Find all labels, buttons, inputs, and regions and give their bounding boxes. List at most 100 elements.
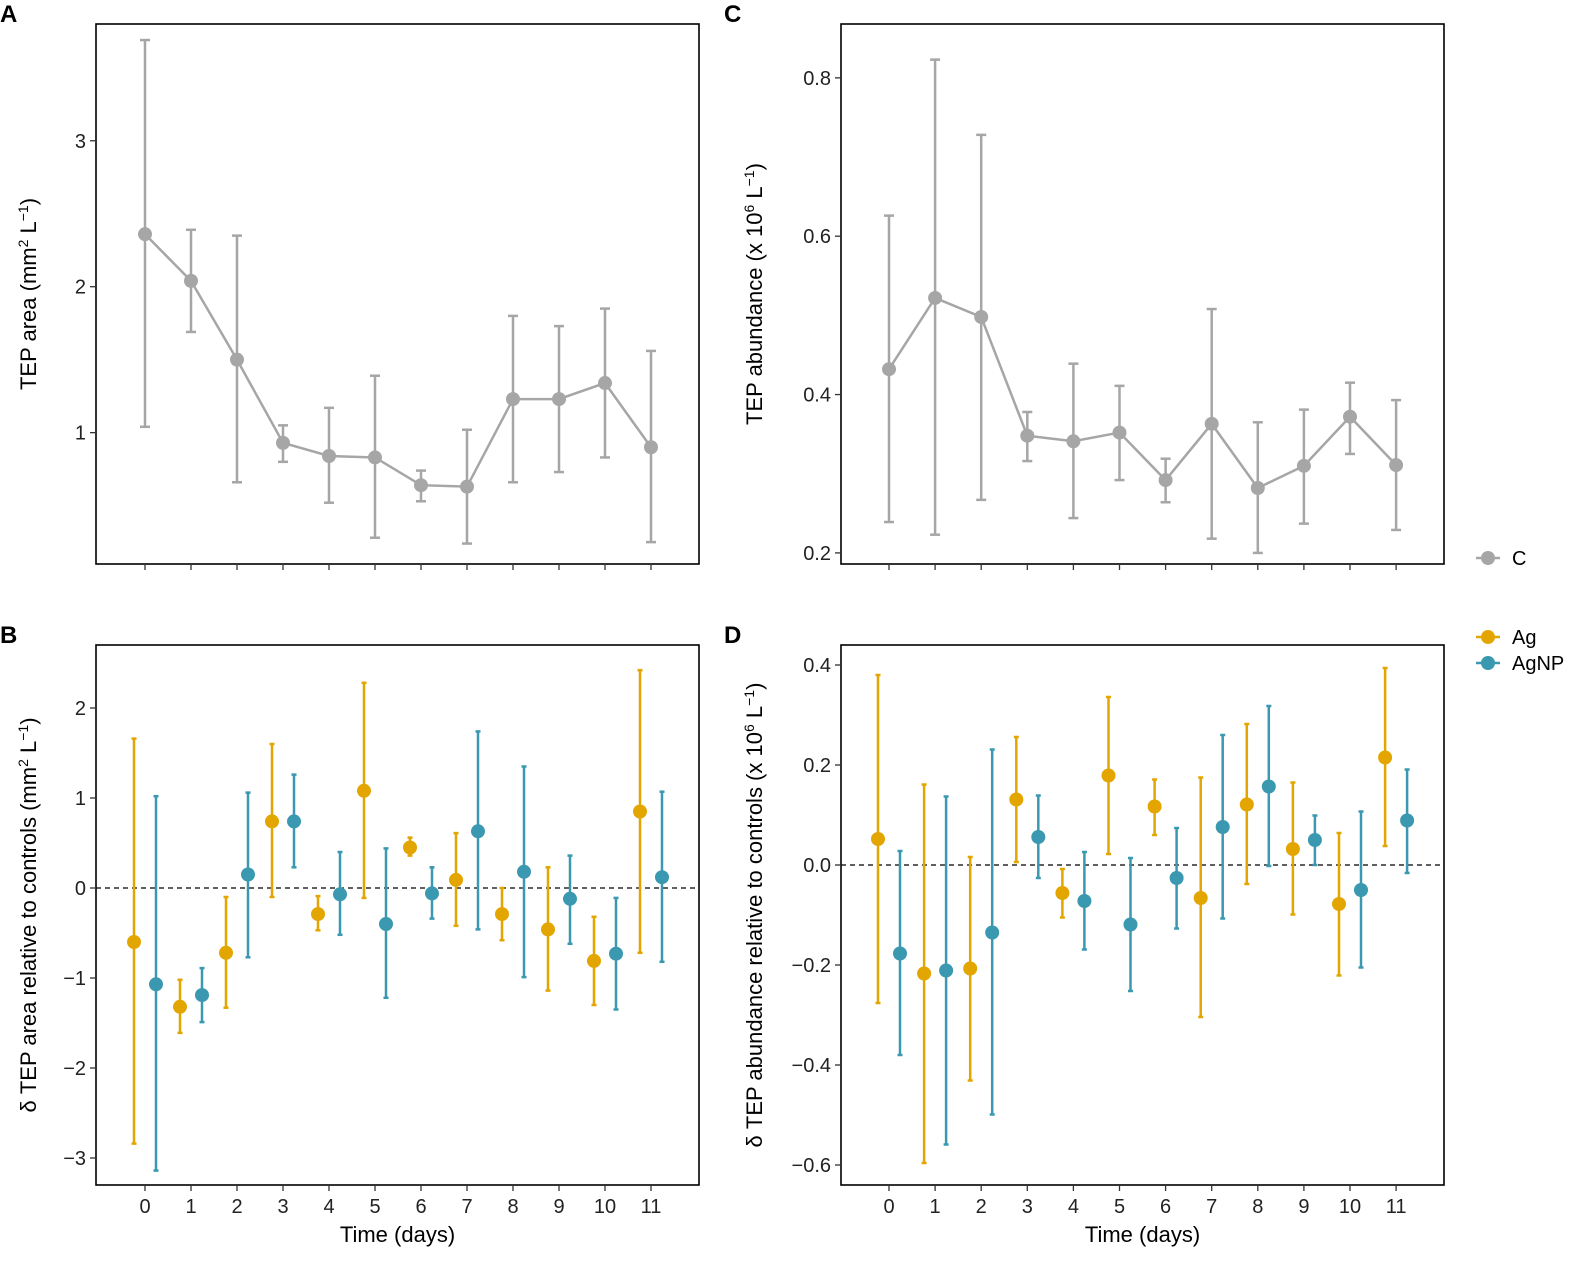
y-axis-label-part: −1 bbox=[741, 170, 757, 186]
series-line bbox=[887, 296, 1398, 490]
data-point bbox=[1250, 480, 1265, 495]
data-point bbox=[241, 867, 255, 882]
y-tick-label: 0.6 bbox=[803, 226, 831, 248]
data-point bbox=[149, 977, 163, 992]
legend-item-AgNP: AgNP bbox=[1476, 653, 1564, 675]
y-tick-label: −0.4 bbox=[792, 1055, 831, 1077]
x-axis-label: Time (days) bbox=[340, 1222, 455, 1247]
y-axis-label-part: TEP abundance (x 10 bbox=[742, 213, 767, 425]
plot-frame bbox=[840, 23, 1445, 565]
panel-letter: A bbox=[0, 1, 17, 28]
data-point bbox=[127, 935, 141, 949]
legend-label: C bbox=[1512, 548, 1526, 570]
data-point bbox=[184, 273, 198, 288]
data-point bbox=[893, 946, 907, 961]
data-point bbox=[219, 945, 233, 960]
x-axis-label: Time (days) bbox=[1085, 1222, 1200, 1247]
panel-letter: D bbox=[724, 622, 741, 649]
y-axis-label-part: L bbox=[742, 706, 767, 724]
data-point bbox=[425, 886, 439, 901]
x-tick-label: 3 bbox=[1022, 1196, 1033, 1218]
panel-letter: C bbox=[724, 1, 741, 28]
y-axis-label-part: TEP area (mm bbox=[16, 247, 41, 390]
x-tick-label: 4 bbox=[323, 1196, 334, 1218]
x-tick-label: 3 bbox=[277, 1196, 288, 1218]
y-tick-label: 1 bbox=[75, 423, 86, 445]
y-axis-label-part: L bbox=[742, 186, 767, 204]
data-point bbox=[939, 963, 954, 978]
y-tick-label: −3 bbox=[63, 1148, 86, 1170]
data-point bbox=[1215, 820, 1230, 834]
x-tick-label: 10 bbox=[1339, 1196, 1361, 1218]
data-point bbox=[609, 946, 623, 961]
data-point bbox=[1204, 416, 1219, 431]
y-axis-label-part: ) bbox=[16, 717, 41, 724]
y-axis-label-part: 6 bbox=[741, 724, 757, 732]
panel-letter: B bbox=[0, 622, 17, 649]
data-point bbox=[1101, 768, 1116, 783]
x-tick-label: 11 bbox=[641, 1196, 662, 1218]
data-point bbox=[871, 832, 885, 846]
plot-frame bbox=[95, 23, 700, 565]
y-tick-label: 0.8 bbox=[803, 68, 831, 90]
data-point bbox=[1332, 897, 1346, 911]
data-point bbox=[1123, 917, 1138, 932]
y-axis-label-part: ) bbox=[16, 198, 41, 205]
data-point bbox=[495, 907, 509, 922]
legend-marker bbox=[1481, 656, 1495, 670]
series-C bbox=[882, 58, 1404, 555]
data-point bbox=[414, 478, 428, 493]
legend-item-Ag: Ag bbox=[1476, 627, 1536, 649]
data-point bbox=[1296, 458, 1311, 473]
data-point bbox=[1158, 473, 1173, 488]
series-AgNP bbox=[149, 730, 669, 1172]
y-axis-label-part: −1 bbox=[15, 205, 31, 221]
data-point bbox=[917, 966, 932, 981]
data-point bbox=[506, 392, 520, 407]
y-tick-label: −1 bbox=[63, 968, 86, 990]
y-axis-label: δ TEP area relative to controls (mm2 L−1… bbox=[15, 717, 41, 1112]
series-line bbox=[144, 233, 653, 488]
y-tick-label: 0 bbox=[75, 878, 86, 900]
panel-D: D −0.6 −0.4 −0.2 0.0 0.2 0.4 0 1 2 3 4 5 6 7 8 9 10 11 Time… bbox=[724, 622, 1445, 1247]
y-axis-label-part: δ TEP area relative to controls (mm bbox=[16, 767, 41, 1113]
x-tick-label: 1 bbox=[930, 1196, 941, 1218]
data-point bbox=[517, 864, 531, 879]
data-point bbox=[552, 392, 566, 407]
series-Ag bbox=[871, 666, 1393, 1165]
data-point bbox=[963, 961, 978, 976]
legend-marker bbox=[1481, 630, 1495, 644]
data-point bbox=[882, 362, 896, 377]
x-tick-label: 8 bbox=[1252, 1196, 1263, 1218]
y-axis-label: TEP area (mm2 L−1) bbox=[15, 198, 41, 390]
data-point bbox=[230, 352, 244, 367]
y-tick-label: 0.4 bbox=[803, 655, 831, 677]
data-point bbox=[598, 376, 612, 391]
y-tick-label: −0.6 bbox=[792, 1155, 831, 1177]
data-point bbox=[985, 925, 1000, 940]
x-tick-label: 0 bbox=[139, 1196, 150, 1218]
legend-label: AgNP bbox=[1512, 653, 1564, 675]
legend: C Ag AgNP bbox=[1476, 548, 1564, 675]
data-point bbox=[541, 922, 555, 937]
data-point bbox=[195, 988, 209, 1003]
data-point bbox=[138, 227, 152, 242]
data-point bbox=[1354, 883, 1368, 897]
x-tick-label: 7 bbox=[1206, 1196, 1217, 1218]
data-point bbox=[265, 814, 279, 829]
data-point bbox=[1193, 891, 1208, 905]
y-axis-label-part: L bbox=[16, 741, 41, 759]
x-tick-label: 2 bbox=[976, 1196, 987, 1218]
y-tick-label: 0.4 bbox=[803, 385, 831, 407]
data-point bbox=[322, 449, 336, 463]
y-axis-label-part: −1 bbox=[15, 725, 31, 741]
y-tick-label: 0.2 bbox=[803, 755, 831, 777]
data-point bbox=[1285, 842, 1300, 856]
x-tick-label: 9 bbox=[1298, 1196, 1309, 1218]
data-point bbox=[928, 290, 943, 305]
data-point bbox=[1307, 833, 1322, 847]
plot-frame bbox=[840, 644, 1445, 1186]
legend-label: Ag bbox=[1512, 627, 1536, 649]
